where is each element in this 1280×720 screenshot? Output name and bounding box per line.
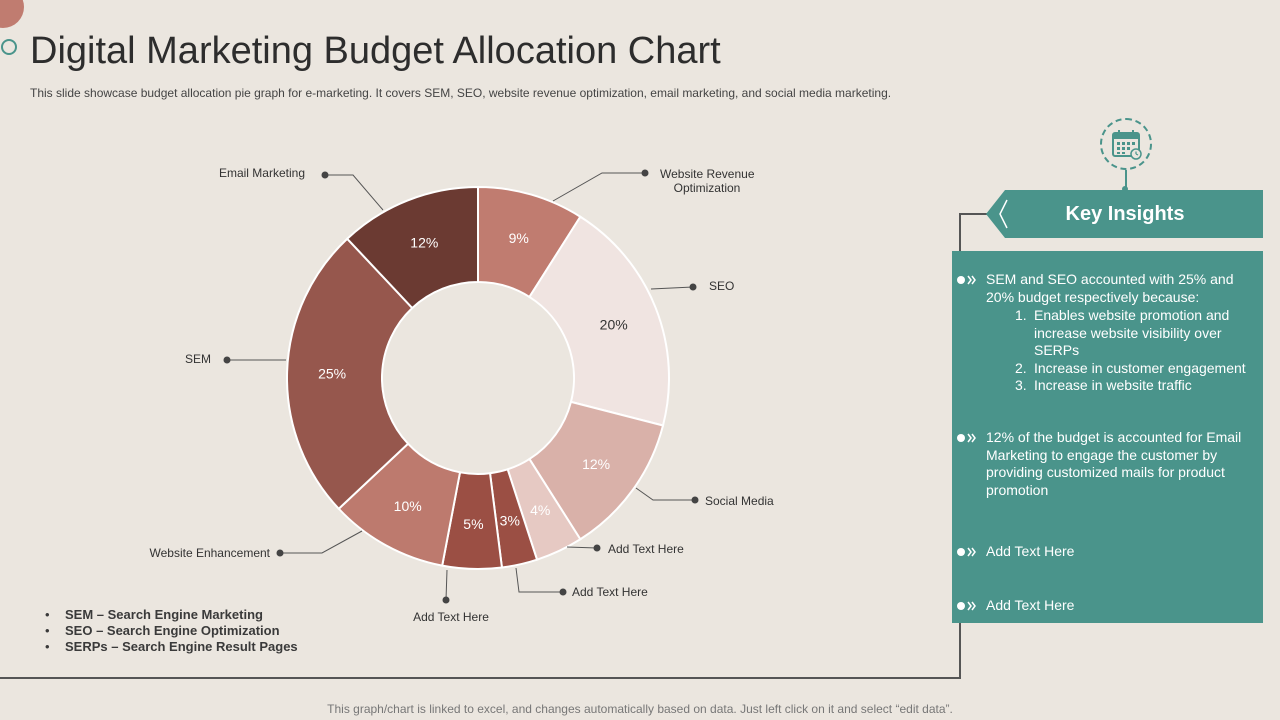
insight-item: Add Text Here	[952, 597, 1263, 615]
frame-line-horizontal	[0, 677, 961, 679]
page-title: Digital Marketing Budget Allocation Char…	[30, 30, 721, 72]
insight-text: Add Text Here	[986, 597, 1075, 613]
leader-dot	[559, 588, 567, 596]
leader-line	[566, 546, 598, 549]
bullet-icon	[957, 275, 976, 285]
key-insights-banner	[986, 190, 1263, 238]
decorative-ring	[1, 39, 17, 55]
slice-category-label: Website Revenue	[660, 167, 755, 181]
slice-value-label: 12%	[410, 234, 438, 250]
slice-category-label: Social Media	[705, 494, 774, 508]
insight-item: Add Text Here	[952, 543, 1263, 561]
leader-line	[650, 286, 694, 290]
slice-value-label: 10%	[394, 498, 422, 514]
icon-connector-dot	[1122, 186, 1128, 192]
slice-value-label: 9%	[509, 230, 529, 246]
slice-category-label: SEM	[185, 352, 211, 366]
key-insights-panel: SEM and SEO accounted with 25% and 20% b…	[952, 251, 1263, 623]
slice-value-label: 20%	[600, 316, 628, 332]
leader-dot	[223, 356, 231, 364]
leader-dot	[276, 549, 284, 557]
leader-dot	[641, 169, 649, 177]
slice-category-label: Add Text Here	[608, 542, 684, 556]
bullet-icon	[957, 433, 976, 443]
insight-subitem: 3. Increase in website traffic	[1015, 377, 1192, 393]
leader-dot	[321, 171, 329, 179]
slice-value-label: 12%	[582, 456, 610, 472]
insight-text: SEM and SEO accounted with 25% and 20% b…	[986, 271, 1234, 305]
bullet-icon	[957, 601, 976, 611]
abbreviation-list: SEM – Search Engine Marketing SEO – Sear…	[45, 607, 298, 655]
slice-category-label: Optimization	[674, 181, 741, 195]
insight-item: 12% of the budget is accounted for Email…	[952, 429, 1263, 499]
key-insights-title: Key Insights	[1065, 203, 1185, 225]
leader-line	[445, 569, 448, 601]
leader-dot	[442, 596, 450, 604]
leader-line	[325, 174, 384, 211]
slice-category-label: Add Text Here	[413, 610, 489, 624]
abbreviation-item: SEO – Search Engine Optimization	[45, 623, 298, 639]
abbreviation-item: SERPs – Search Engine Result Pages	[45, 639, 298, 655]
donut-slice	[286, 237, 414, 511]
insight-item: SEM and SEO accounted with 25% and 20% b…	[952, 271, 1263, 395]
page-subtitle: This slide showcase budget allocation pi…	[30, 86, 892, 100]
footer-note: This graph/chart is linked to excel, and…	[327, 702, 953, 716]
leader-dot	[689, 283, 697, 291]
slice-category-label: SEO	[709, 279, 734, 293]
icon-connector	[1125, 170, 1127, 190]
insight-subitem: 1. Enables website promotion and increase…	[1015, 307, 1230, 358]
leader-dot	[593, 544, 601, 552]
insight-subitem: 2. Increase in customer engagement	[1015, 359, 1246, 376]
slice-value-label: 3%	[500, 513, 520, 529]
donut-slice	[528, 215, 670, 427]
slice-value-label: 5%	[463, 516, 483, 532]
insight-text: 12% of the budget is accounted for Email…	[986, 429, 1242, 498]
leader-line	[552, 172, 645, 202]
leader-line	[515, 567, 563, 593]
insight-sublist: 1. Enables website promotion and increase…	[986, 307, 1256, 395]
abbreviation-item: SEM – Search Engine Marketing	[45, 607, 298, 623]
frame-line-connector	[959, 213, 991, 215]
leader-line	[280, 530, 363, 554]
leader-dot	[691, 496, 699, 504]
slice-category-label: Add Text Here	[572, 585, 648, 599]
slice-value-label: 4%	[530, 502, 550, 518]
insight-text: Add Text Here	[986, 543, 1075, 559]
calendar-icon	[1100, 118, 1152, 170]
bullet-icon	[957, 547, 976, 557]
slice-category-label: Website Enhancement	[149, 546, 270, 560]
slice-value-label: 25%	[318, 365, 346, 381]
leader-line	[635, 487, 695, 501]
donut-slice	[345, 185, 479, 310]
slice-category-label: Email Marketing	[219, 166, 305, 180]
